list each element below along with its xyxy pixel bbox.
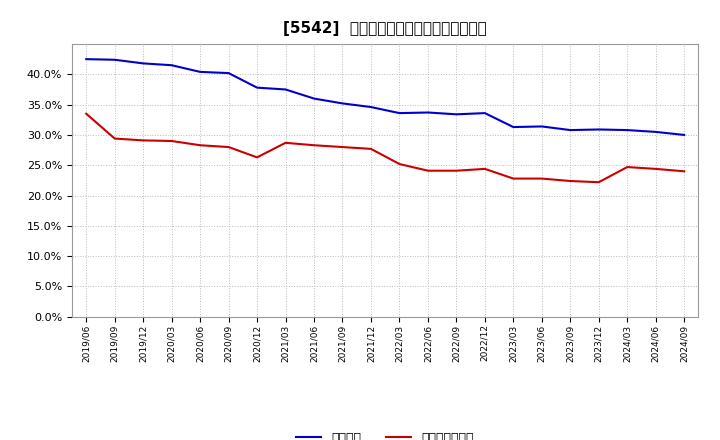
固定長期適合率 — [310, 143, 318, 148]
固定比率 — [82, 56, 91, 62]
固定長期適合率 — [509, 176, 518, 181]
固定比率 — [452, 112, 461, 117]
固定長期適合率 — [139, 138, 148, 143]
固定比率 — [110, 57, 119, 62]
Line: 固定長期適合率: 固定長期適合率 — [86, 114, 684, 182]
固定比率 — [537, 124, 546, 129]
固定比率 — [282, 87, 290, 92]
固定比率 — [338, 101, 347, 106]
固定長期適合率 — [623, 165, 631, 170]
固定長期適合率 — [82, 111, 91, 116]
固定比率 — [395, 110, 404, 116]
固定長期適合率 — [680, 169, 688, 174]
固定比率 — [225, 70, 233, 76]
Line: 固定比率: 固定比率 — [86, 59, 684, 135]
固定長期適合率 — [452, 168, 461, 173]
固定長期適合率 — [110, 136, 119, 141]
固定長期適合率 — [395, 161, 404, 167]
固定長期適合率 — [537, 176, 546, 181]
Legend: 固定比率, 固定長期適合率: 固定比率, 固定長期適合率 — [292, 427, 479, 440]
固定長期適合率 — [480, 166, 489, 172]
固定比率 — [366, 104, 375, 110]
固定長期適合率 — [338, 144, 347, 150]
固定長期適合率 — [652, 166, 660, 172]
固定長期適合率 — [253, 155, 261, 160]
固定長期適合率 — [167, 138, 176, 143]
固定長期適合率 — [282, 140, 290, 146]
固定比率 — [566, 128, 575, 133]
固定長期適合率 — [595, 180, 603, 185]
固定比率 — [652, 129, 660, 135]
固定比率 — [509, 125, 518, 130]
固定長期適合率 — [566, 178, 575, 183]
固定比率 — [423, 110, 432, 115]
固定長期適合率 — [423, 168, 432, 173]
固定長期適合率 — [366, 146, 375, 151]
固定比率 — [196, 69, 204, 74]
Title: [5542]  固定比率、固定長期適合率の推移: [5542] 固定比率、固定長期適合率の推移 — [284, 21, 487, 36]
固定比率 — [253, 85, 261, 90]
固定長期適合率 — [225, 144, 233, 150]
固定比率 — [595, 127, 603, 132]
固定比率 — [310, 96, 318, 101]
固定長期適合率 — [196, 143, 204, 148]
固定比率 — [680, 132, 688, 138]
固定比率 — [623, 128, 631, 133]
固定比率 — [480, 110, 489, 116]
固定比率 — [167, 62, 176, 68]
固定比率 — [139, 61, 148, 66]
